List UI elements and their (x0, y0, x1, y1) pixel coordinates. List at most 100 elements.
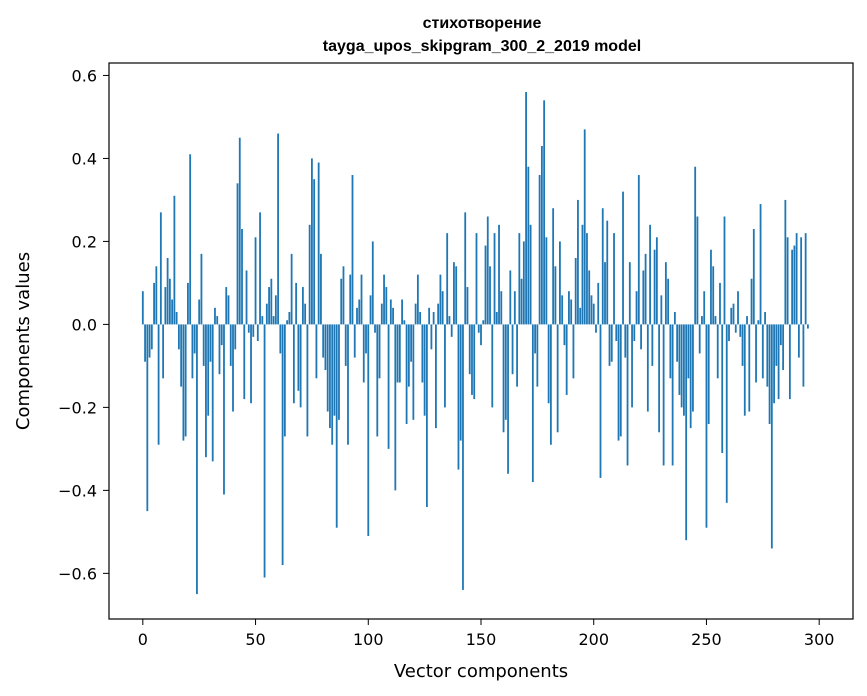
bar (572, 324, 575, 379)
bar (586, 233, 588, 325)
bar (604, 262, 606, 325)
bar (484, 245, 487, 325)
bar-series (141, 92, 809, 595)
bar (764, 311, 766, 325)
bar (531, 324, 534, 483)
bar (480, 324, 482, 346)
bar (396, 324, 399, 383)
bar (205, 324, 207, 458)
bar (450, 324, 453, 337)
bar (274, 295, 277, 325)
bar (268, 287, 270, 325)
bar (200, 253, 203, 325)
bar (412, 324, 415, 420)
bar (728, 324, 730, 341)
bar (755, 324, 757, 383)
bar (374, 324, 376, 333)
bar (777, 324, 780, 400)
bar (475, 233, 478, 325)
bar (259, 212, 261, 325)
bar (315, 324, 318, 379)
bar (383, 274, 385, 325)
bar (732, 303, 735, 325)
bar (669, 324, 672, 379)
bar (311, 158, 313, 325)
bar (543, 100, 546, 325)
bar (441, 291, 444, 325)
bar (243, 324, 246, 400)
bar (247, 324, 250, 333)
bar (292, 324, 295, 404)
bar (565, 324, 568, 395)
bar (561, 295, 564, 325)
y-tick-label: 0.4 (72, 149, 97, 168)
bar (234, 324, 237, 350)
bar (421, 324, 424, 383)
x-tick-label: 150 (466, 630, 497, 649)
bar (331, 324, 334, 445)
bar (473, 324, 476, 400)
bar (171, 299, 174, 325)
bar (725, 324, 728, 503)
bar (716, 324, 719, 379)
bar (685, 324, 688, 541)
bar (522, 241, 525, 325)
bar (349, 274, 352, 325)
bar (387, 324, 390, 449)
bar (579, 307, 582, 325)
bar (162, 324, 165, 379)
bar (687, 324, 690, 379)
bar (340, 278, 343, 325)
bar (493, 233, 496, 325)
bar (511, 324, 514, 375)
x-axis-label: Vector components (394, 661, 568, 682)
bar (549, 324, 552, 445)
bar (782, 324, 785, 371)
bar (583, 129, 586, 325)
bar (304, 303, 307, 325)
bar (385, 287, 388, 325)
bar (559, 241, 561, 325)
bar (283, 324, 286, 437)
bar (462, 324, 464, 590)
bar (791, 249, 794, 325)
bar (797, 324, 800, 358)
x-tick-label: 50 (245, 630, 265, 649)
bar (425, 324, 428, 507)
bar (297, 324, 300, 391)
bar (606, 220, 609, 325)
bar (295, 282, 298, 325)
bar (358, 299, 361, 325)
bar (223, 324, 225, 495)
bar (214, 307, 216, 325)
bar (218, 324, 221, 375)
bar (182, 324, 185, 441)
bar (202, 324, 205, 366)
bar (761, 324, 764, 379)
bar (748, 324, 751, 412)
bar (281, 324, 284, 566)
bar (326, 324, 329, 412)
bar (401, 299, 403, 325)
bar (804, 233, 807, 325)
bar (477, 324, 480, 333)
bar (502, 324, 505, 433)
bar (520, 278, 523, 325)
bar (757, 320, 760, 325)
bar (263, 324, 266, 578)
bar (534, 324, 537, 354)
bar (148, 324, 151, 358)
bar (807, 324, 809, 329)
bar (308, 224, 311, 325)
bar (209, 324, 212, 362)
bar (184, 324, 187, 437)
bar (779, 324, 782, 346)
bar (631, 324, 633, 408)
bar (746, 316, 748, 325)
bar (613, 233, 615, 325)
bar (272, 316, 275, 325)
bar (698, 324, 701, 354)
bar (547, 324, 550, 404)
bar (277, 133, 279, 325)
bar (516, 324, 518, 387)
